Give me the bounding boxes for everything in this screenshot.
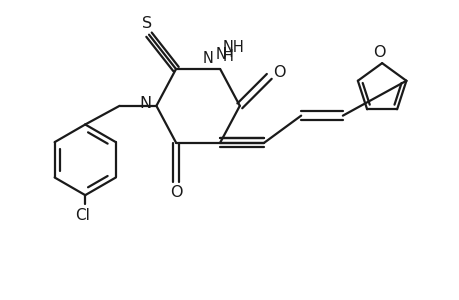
Text: H: H: [222, 49, 233, 64]
Text: N: N: [202, 51, 213, 66]
Text: NH: NH: [222, 40, 244, 55]
Text: Cl: Cl: [75, 208, 90, 223]
Text: S: S: [141, 16, 151, 32]
Text: N: N: [215, 47, 226, 62]
Text: O: O: [272, 65, 285, 80]
Text: N: N: [139, 96, 151, 111]
Text: H: H: [222, 46, 233, 60]
Text: O: O: [169, 185, 182, 200]
Text: O: O: [373, 45, 385, 60]
